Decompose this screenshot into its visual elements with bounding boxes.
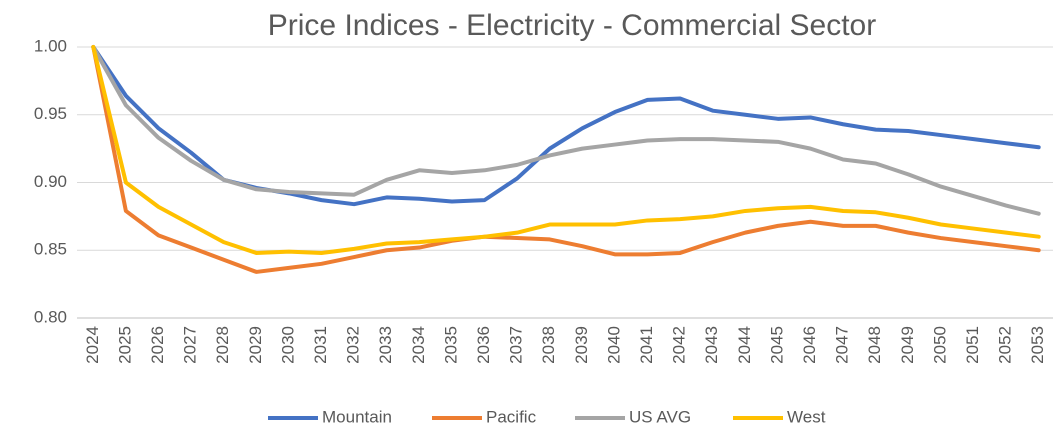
legend-label: West <box>787 407 826 426</box>
x-tick-label: 2050 <box>930 326 949 364</box>
y-tick-label: 0.85 <box>34 240 67 259</box>
line-series <box>91 45 1041 216</box>
x-tick-label: 2034 <box>409 326 428 364</box>
line-series <box>91 45 1041 255</box>
legend-item: US AVG <box>575 407 691 426</box>
line-series <box>91 45 1041 207</box>
x-tick-label: 2033 <box>376 326 395 364</box>
x-tick-label: 2037 <box>507 326 526 364</box>
x-tick-label: 2045 <box>767 326 786 364</box>
x-tick-label: 2047 <box>833 326 852 364</box>
x-tick-label: 2024 <box>83 326 102 364</box>
line-series <box>91 45 1041 274</box>
legend-label: US AVG <box>629 407 691 426</box>
y-tick-label: 0.90 <box>34 172 67 191</box>
y-tick-label: 1.00 <box>34 36 67 55</box>
legend-item: Pacific <box>432 407 537 426</box>
x-tick-label: 2035 <box>441 326 460 364</box>
x-tick-label: 2030 <box>278 326 297 364</box>
legend-item: Mountain <box>268 407 392 426</box>
x-tick-label: 2051 <box>963 326 982 364</box>
legend-item: West <box>733 407 826 426</box>
x-tick-label: 2049 <box>898 326 917 364</box>
y-tick-label: 0.80 <box>34 307 67 326</box>
x-tick-label: 2044 <box>735 326 754 364</box>
x-tick-label: 2036 <box>474 326 493 364</box>
legend-label: Mountain <box>322 407 392 426</box>
x-tick-label: 2038 <box>539 326 558 364</box>
x-tick-label: 2031 <box>311 326 330 364</box>
x-tick-label: 2025 <box>115 326 134 364</box>
chart-title: Price Indices - Electricity - Commercial… <box>268 9 876 42</box>
x-tick-label: 2042 <box>670 326 689 364</box>
y-tick-label: 0.95 <box>34 104 67 123</box>
x-tick-label: 2039 <box>572 326 591 364</box>
x-tick-label: 2046 <box>800 326 819 364</box>
x-tick-label: 2041 <box>637 326 656 364</box>
x-tick-label: 2043 <box>702 326 721 364</box>
x-tick-label: 2026 <box>148 326 167 364</box>
x-tick-label: 2032 <box>344 326 363 364</box>
x-tick-label: 2027 <box>181 326 200 364</box>
x-tick-label: 2053 <box>1028 326 1047 364</box>
legend-label: Pacific <box>486 407 537 426</box>
x-tick-label: 2048 <box>865 326 884 364</box>
x-tick-label: 2029 <box>246 326 265 364</box>
x-tick-label: 2040 <box>604 326 623 364</box>
x-tick-label: 2052 <box>996 326 1015 364</box>
x-tick-label: 2028 <box>213 326 232 364</box>
